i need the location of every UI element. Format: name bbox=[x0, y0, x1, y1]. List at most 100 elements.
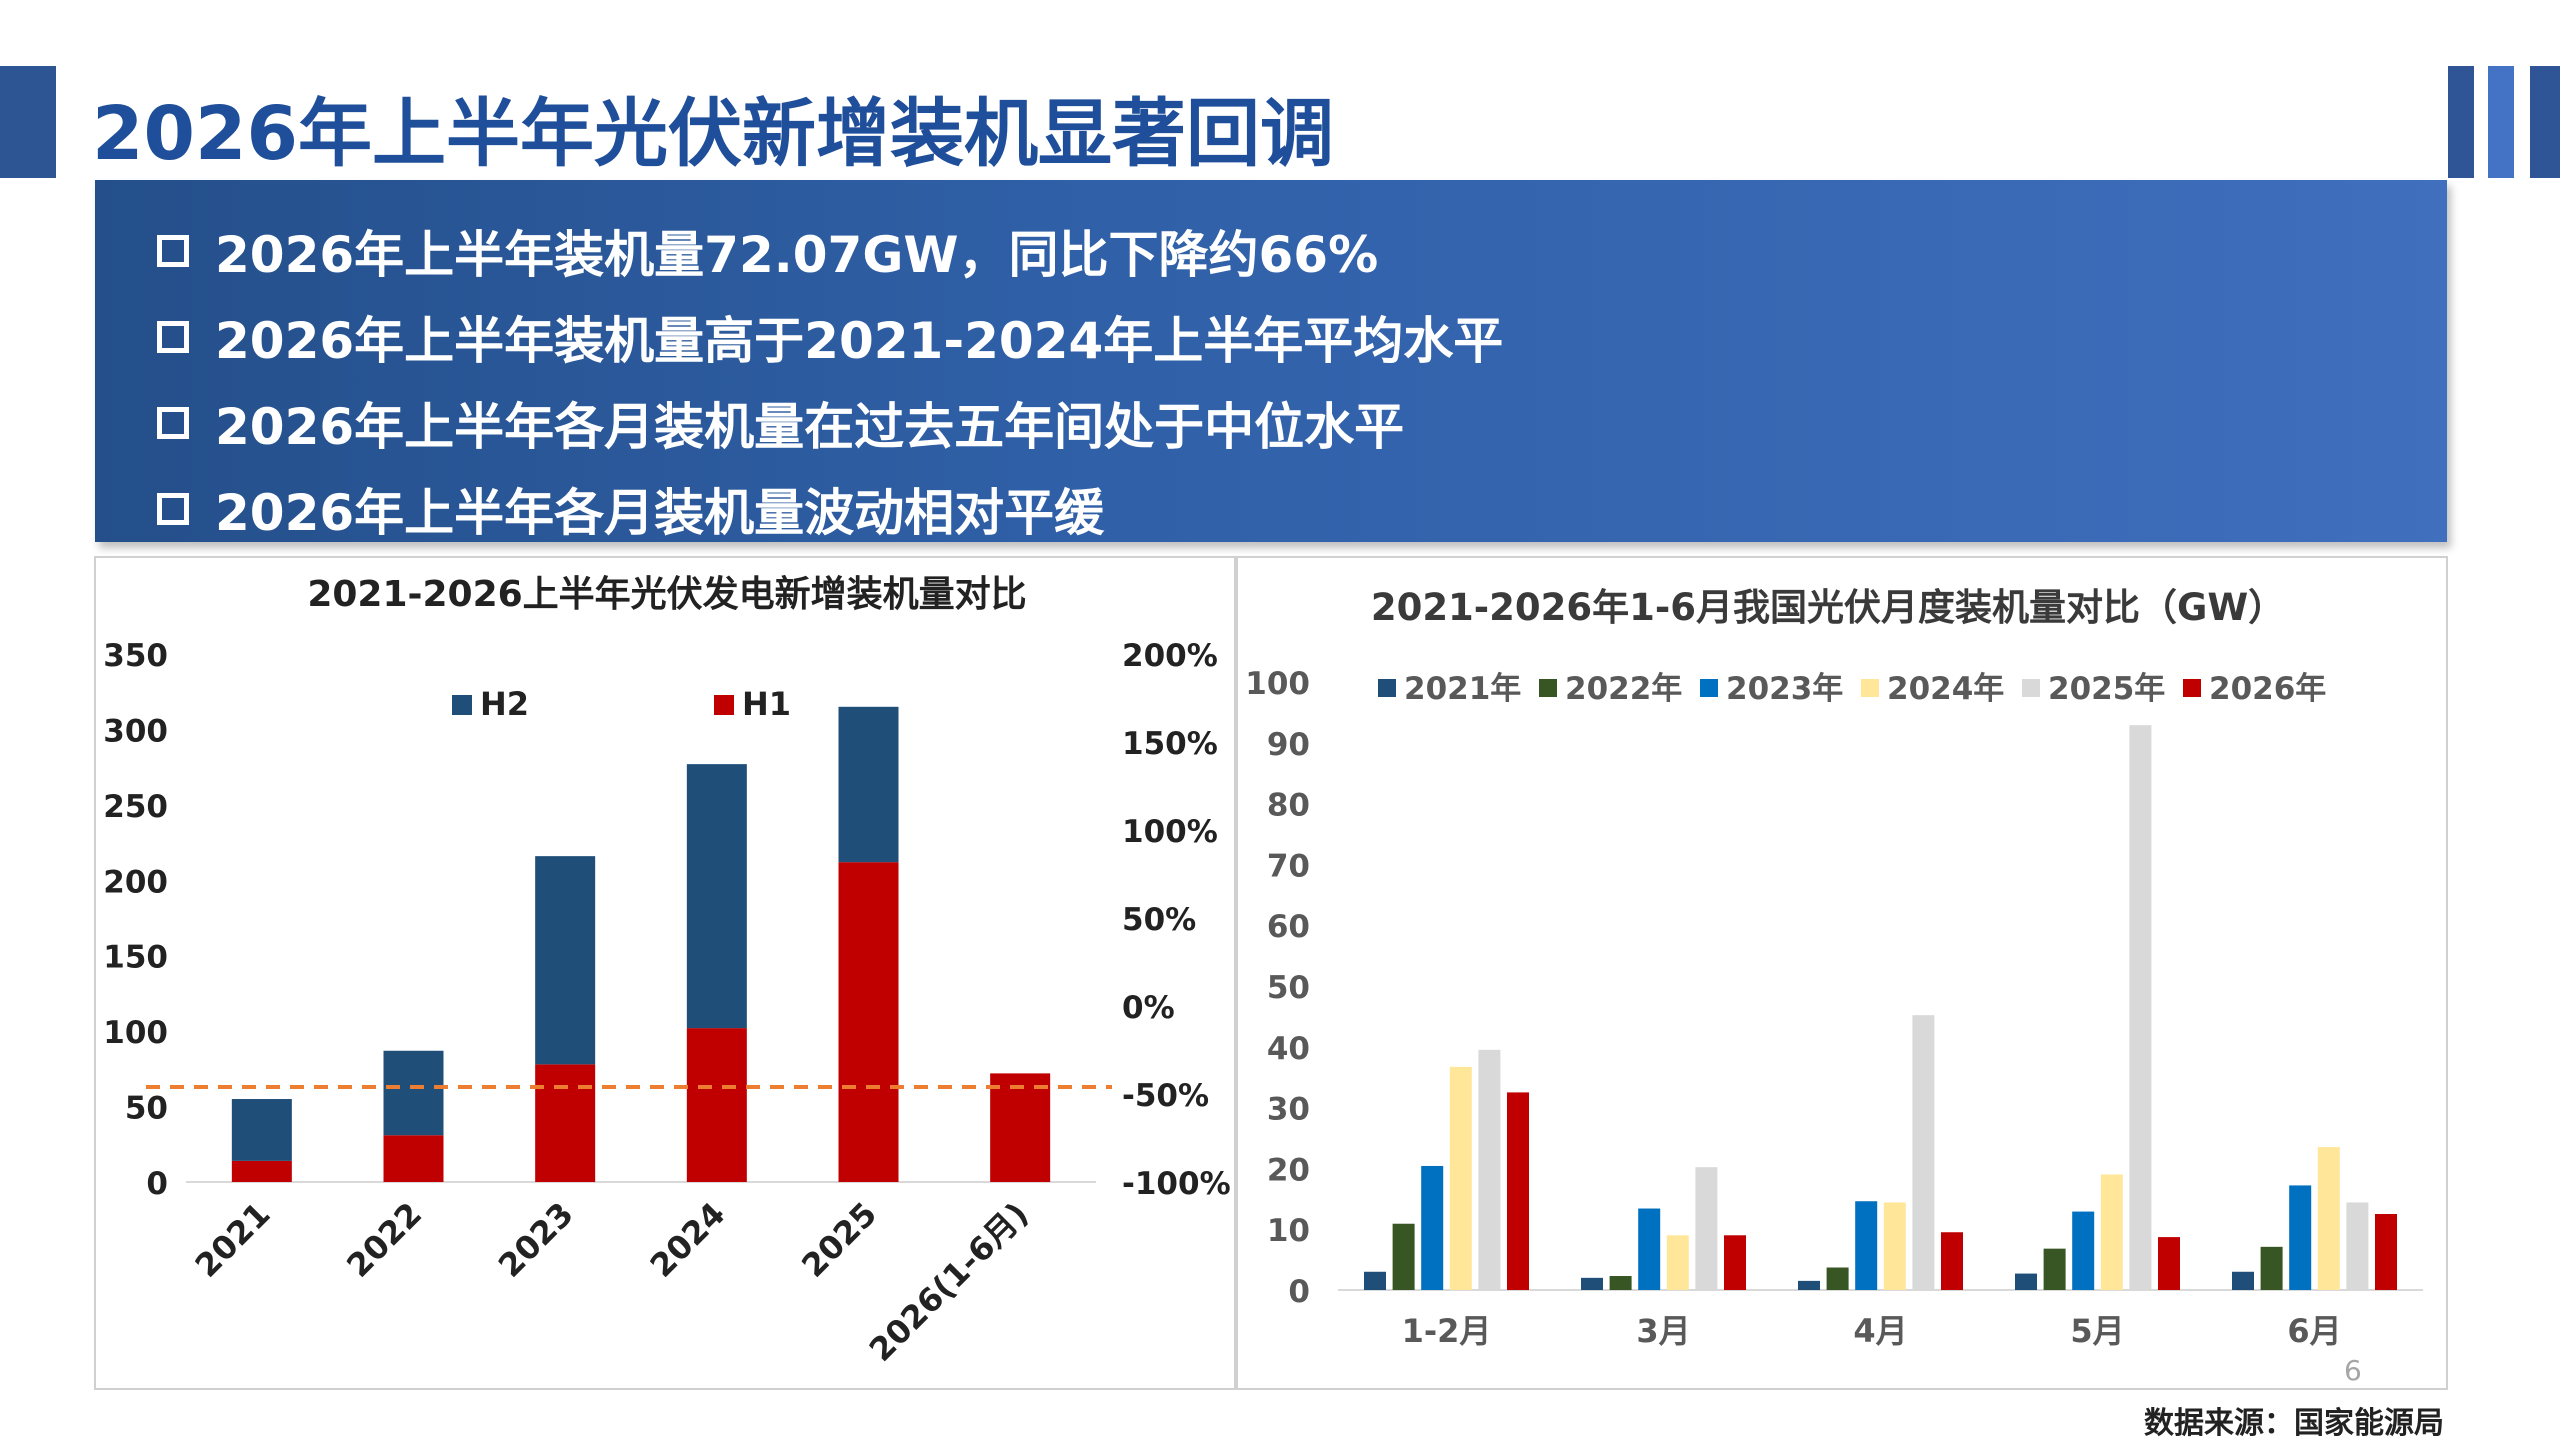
x-tick-label: 3月 bbox=[1636, 1312, 1690, 1350]
h1-comparison-chart: 2021-2026上半年光伏发电新增装机量对比 0 50 100 150 200 250 30… bbox=[103, 574, 1231, 1369]
bullet-text: 2026年上半年各月装机量在过去五年间处于中位水平 bbox=[215, 398, 1405, 456]
legend-label: 2023年 bbox=[1726, 671, 1843, 707]
y2-tick-label: 150% bbox=[1122, 726, 1218, 762]
x-tick-label: 2025 bbox=[794, 1195, 884, 1285]
bar-h1 bbox=[990, 1073, 1051, 1182]
bar-2026年 bbox=[1724, 1235, 1746, 1290]
page-title: 2026年上半年光伏新增装机显著回调 bbox=[92, 91, 1334, 177]
x-tick-label: 2021 bbox=[188, 1195, 278, 1285]
y-tick-label: 80 bbox=[1267, 788, 1310, 824]
y-tick-label: 350 bbox=[103, 638, 168, 674]
checkbox-bullet-icon bbox=[157, 493, 189, 525]
bar-2025年 bbox=[1695, 1167, 1718, 1290]
bar-h2 bbox=[686, 764, 747, 1029]
bar-2025年 bbox=[2129, 725, 2152, 1290]
bar-2025年 bbox=[1478, 1049, 1501, 1290]
y-tick-label: 20 bbox=[1267, 1152, 1310, 1188]
y2-tick-label: 200% bbox=[1122, 638, 1218, 674]
bar-h1 bbox=[535, 1064, 596, 1182]
bar-h2 bbox=[838, 706, 899, 863]
legend-label: 2021年 bbox=[1404, 671, 1521, 707]
bar-2026年 bbox=[2158, 1237, 2180, 1290]
legend-label: H1 bbox=[742, 685, 791, 723]
y2-tick-label: -50% bbox=[1122, 1078, 1209, 1114]
y-tick-label: 30 bbox=[1267, 1092, 1310, 1128]
x-tick-label: 2026(1-6月) bbox=[862, 1195, 1036, 1369]
y-tick-label: 90 bbox=[1267, 727, 1310, 763]
bar-h2 bbox=[535, 856, 596, 1065]
legend-label: 2024年 bbox=[1887, 671, 2004, 707]
bar-2022年 bbox=[1392, 1223, 1415, 1290]
bar-2023年 bbox=[2289, 1185, 2312, 1290]
y-tick-label: 10 bbox=[1267, 1213, 1310, 1249]
legend-swatch bbox=[2022, 679, 2040, 697]
y2-tick-label: -100% bbox=[1122, 1166, 1231, 1202]
y-tick-label: 50 bbox=[1267, 970, 1310, 1006]
y-tick-label: 250 bbox=[103, 789, 168, 825]
bar-2021年 bbox=[2232, 1271, 2254, 1290]
monthly-comparison-chart-panel: 2021-2026年1-6月我国光伏月度装机量对比（GW） 0 10 20 30 40 50… bbox=[1236, 556, 2448, 1390]
h1-comparison-chart-panel: 2021-2026上半年光伏发电新增装机量对比 0 50 100 150 200 250 30… bbox=[94, 556, 1236, 1390]
legend-swatch bbox=[714, 695, 734, 715]
bar-2024年 bbox=[1883, 1202, 1906, 1290]
bar-h1 bbox=[383, 1135, 444, 1182]
checkbox-bullet-icon bbox=[157, 407, 189, 439]
left-accent-bar bbox=[0, 66, 56, 178]
x-tick-label: 4月 bbox=[1853, 1312, 1907, 1350]
bar-2023年 bbox=[2072, 1211, 2095, 1290]
chart-title: 2021-2026年1-6月我国光伏月度装机量对比（GW） bbox=[1371, 586, 2285, 629]
bar-2024年 bbox=[2100, 1174, 2123, 1290]
bar-2021年 bbox=[2015, 1273, 2037, 1290]
y-tick-label: 60 bbox=[1267, 909, 1310, 945]
bullet-item: 2026年上半年各月装机量波动相对平缓 bbox=[95, 466, 2447, 552]
bar-2023年 bbox=[1638, 1208, 1661, 1290]
bar-2026年 bbox=[1941, 1232, 1963, 1290]
legend-swatch bbox=[1861, 679, 1879, 697]
decor-stripe bbox=[2448, 66, 2474, 178]
monthly-comparison-chart: 2021-2026年1-6月我国光伏月度装机量对比（GW） 0 10 20 30 40 50… bbox=[1245, 586, 2423, 1350]
page-number: 6 bbox=[2344, 1354, 2362, 1387]
x-tick-label: 1-2月 bbox=[1402, 1312, 1492, 1350]
x-tick-label: 6月 bbox=[2287, 1312, 2341, 1350]
bar-2022年 bbox=[2043, 1248, 2066, 1290]
bar-2026年 bbox=[2375, 1214, 2397, 1290]
bullet-text: 2026年上半年装机量72.07GW，同比下降约66% bbox=[215, 226, 1379, 284]
checkbox-bullet-icon bbox=[157, 321, 189, 353]
checkbox-bullet-icon bbox=[157, 235, 189, 267]
y-tick-label: 300 bbox=[103, 713, 168, 749]
legend-label: H2 bbox=[480, 685, 529, 723]
y-tick-label: 150 bbox=[103, 940, 168, 976]
bar-2023年 bbox=[1855, 1201, 1878, 1290]
bar-2024年 bbox=[1449, 1066, 1472, 1290]
bar-2025年 bbox=[2346, 1202, 2369, 1290]
x-tick-label: 5月 bbox=[2070, 1312, 2124, 1350]
y2-tick-label: 0% bbox=[1122, 990, 1175, 1026]
bullet-item: 2026年上半年装机量高于2021-2024年上半年平均水平 bbox=[95, 294, 2447, 380]
x-tick-label: 2022 bbox=[339, 1195, 429, 1285]
y-tick-label: 50 bbox=[125, 1091, 168, 1127]
bar-h2 bbox=[231, 1099, 292, 1161]
bar-2026年 bbox=[1507, 1092, 1529, 1290]
legend-label: 2025年 bbox=[2048, 671, 2165, 707]
bar-2022年 bbox=[2260, 1246, 2283, 1290]
y2-tick-label: 100% bbox=[1122, 814, 1218, 850]
data-source: 数据来源：国家能源局 bbox=[2144, 1406, 2444, 1440]
legend-swatch bbox=[1539, 679, 1557, 697]
legend-swatch bbox=[1700, 679, 1718, 697]
bar-2023年 bbox=[1421, 1165, 1444, 1290]
bullet-text: 2026年上半年各月装机量波动相对平缓 bbox=[215, 484, 1105, 542]
bar-h2 bbox=[383, 1050, 444, 1136]
bar-2021年 bbox=[1581, 1277, 1603, 1290]
legend-swatch bbox=[1378, 679, 1396, 697]
y-tick-label: 70 bbox=[1267, 848, 1310, 884]
bar-h1 bbox=[838, 862, 899, 1182]
bar-2024年 bbox=[1666, 1235, 1689, 1290]
bullet-item: 2026年上半年各月装机量在过去五年间处于中位水平 bbox=[95, 380, 2447, 466]
bullet-text: 2026年上半年装机量高于2021-2024年上半年平均水平 bbox=[215, 312, 1504, 370]
bar-2021年 bbox=[1364, 1271, 1386, 1290]
bar-2021年 bbox=[1798, 1280, 1820, 1290]
bar-2024年 bbox=[2317, 1147, 2340, 1290]
y-tick-label: 0 bbox=[1288, 1274, 1310, 1310]
bar-2022年 bbox=[1609, 1276, 1632, 1290]
bar-2025年 bbox=[1912, 1015, 1935, 1290]
